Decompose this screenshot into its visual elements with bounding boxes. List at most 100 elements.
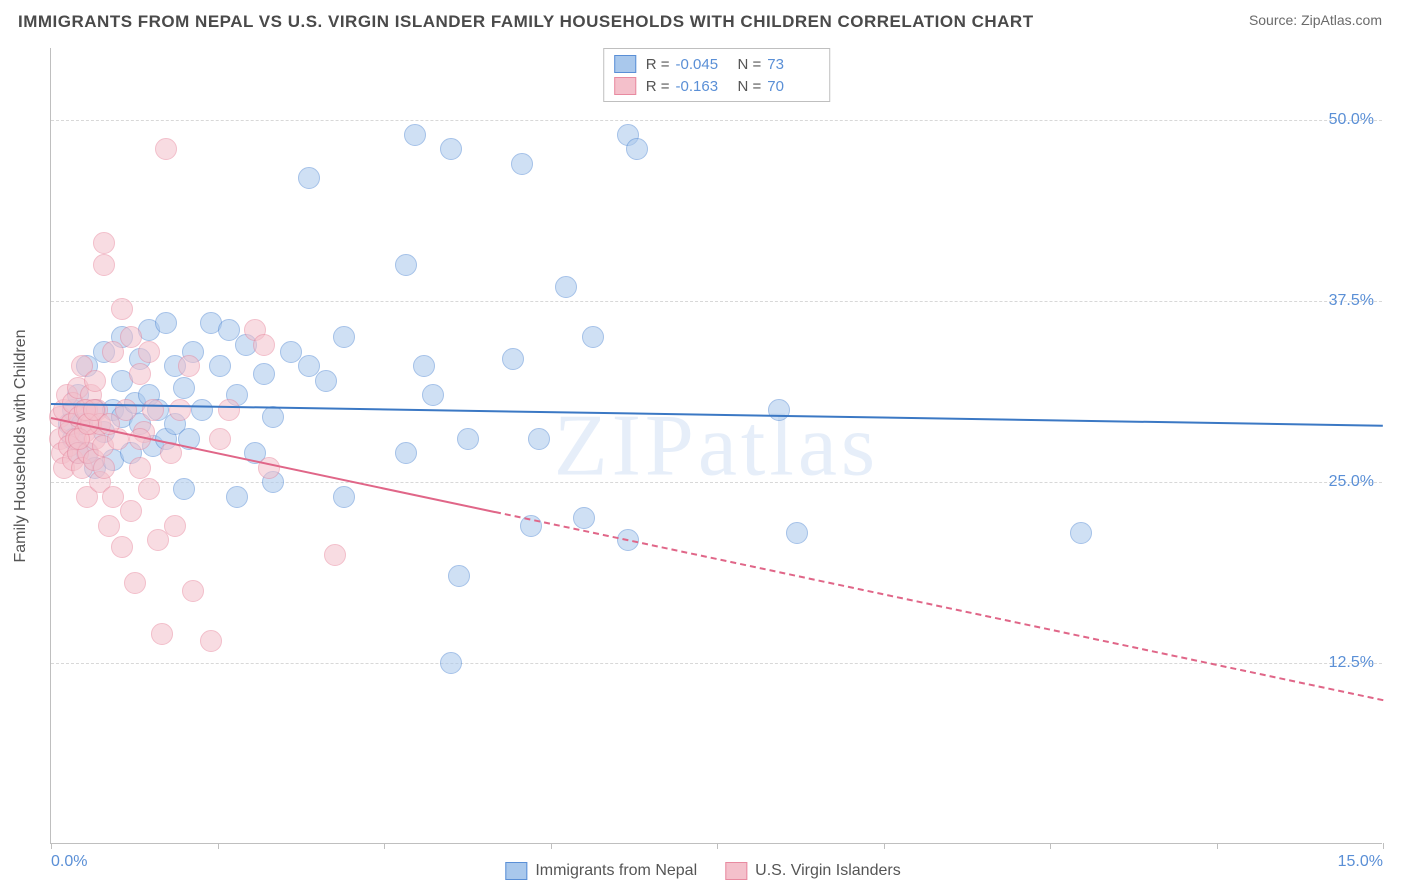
x-tick-mark: [551, 843, 552, 849]
gridline: [51, 120, 1382, 121]
scatter-point: [111, 298, 133, 320]
scatter-point: [142, 399, 164, 421]
scatter-point: [102, 341, 124, 363]
scatter-point: [253, 363, 275, 385]
scatter-point: [1070, 522, 1092, 544]
n-value: 73: [767, 56, 819, 73]
correlation-legend: R = -0.045 N = 73 R = -0.163 N = 70: [603, 48, 831, 102]
page-title: IMMIGRANTS FROM NEPAL VS U.S. VIRGIN ISL…: [18, 12, 1034, 32]
legend-swatch: [725, 862, 747, 880]
scatter-point: [333, 326, 355, 348]
trend-line: [495, 511, 1383, 701]
scatter-point: [129, 363, 151, 385]
scatter-point: [120, 500, 142, 522]
scatter-point: [395, 442, 417, 464]
x-tick-label: 15.0%: [1338, 853, 1383, 871]
scatter-point: [528, 428, 550, 450]
r-value: -0.045: [676, 56, 728, 73]
scatter-point: [422, 384, 444, 406]
legend-item: Immigrants from Nepal: [505, 862, 697, 880]
y-tick-label: 37.5%: [1329, 292, 1374, 310]
scatter-point: [155, 138, 177, 160]
legend-item: U.S. Virgin Islanders: [725, 862, 901, 880]
scatter-point: [395, 254, 417, 276]
gridline: [51, 301, 1382, 302]
x-tick-mark: [1050, 843, 1051, 849]
legend-stats-row: R = -0.163 N = 70: [614, 75, 820, 97]
scatter-point: [333, 486, 355, 508]
scatter-point: [147, 529, 169, 551]
scatter-point: [298, 167, 320, 189]
scatter-point: [404, 124, 426, 146]
scatter-point: [93, 232, 115, 254]
scatter-point: [786, 522, 808, 544]
scatter-point: [768, 399, 790, 421]
y-tick-label: 25.0%: [1329, 473, 1374, 491]
x-tick-mark: [218, 843, 219, 849]
scatter-point: [115, 399, 137, 421]
watermark: ZIPatlas: [554, 395, 879, 496]
x-tick-mark: [51, 843, 52, 849]
scatter-point: [173, 478, 195, 500]
n-value: 70: [767, 78, 819, 95]
y-tick-label: 50.0%: [1329, 111, 1374, 129]
scatter-point: [440, 138, 462, 160]
legend-label: U.S. Virgin Islanders: [755, 862, 901, 880]
scatter-point: [324, 544, 346, 566]
x-tick-mark: [717, 843, 718, 849]
series-legend: Immigrants from Nepal U.S. Virgin Islande…: [505, 862, 900, 880]
scatter-point: [93, 457, 115, 479]
gridline: [51, 663, 1382, 664]
r-value: -0.163: [676, 78, 728, 95]
scatter-point: [209, 428, 231, 450]
scatter-point: [626, 138, 648, 160]
legend-swatch: [505, 862, 527, 880]
scatter-point: [93, 254, 115, 276]
scatter-point: [262, 406, 284, 428]
scatter-point: [129, 457, 151, 479]
scatter-point: [164, 515, 186, 537]
scatter-point: [448, 565, 470, 587]
x-tick-mark: [1383, 843, 1384, 849]
scatter-point: [226, 486, 248, 508]
scatter-point: [573, 507, 595, 529]
scatter-point: [200, 630, 222, 652]
scatter-point: [191, 399, 213, 421]
y-tick-label: 12.5%: [1329, 654, 1374, 672]
scatter-point: [138, 341, 160, 363]
scatter-point: [555, 276, 577, 298]
n-label: N =: [738, 56, 762, 73]
scatter-point: [98, 515, 120, 537]
scatter-point: [218, 399, 240, 421]
scatter-point: [173, 377, 195, 399]
legend-swatch: [614, 55, 636, 73]
scatter-point: [511, 153, 533, 175]
legend-label: Immigrants from Nepal: [535, 862, 697, 880]
scatter-point: [84, 370, 106, 392]
scatter-point: [440, 652, 462, 674]
scatter-point: [315, 370, 337, 392]
legend-stats-row: R =-0.045N =73: [614, 53, 820, 75]
scatter-point: [582, 326, 604, 348]
scatter-point: [258, 457, 280, 479]
scatter-point: [151, 623, 173, 645]
x-tick-mark: [884, 843, 885, 849]
scatter-point: [502, 348, 524, 370]
scatter-point: [182, 580, 204, 602]
x-tick-label: 0.0%: [51, 853, 87, 871]
scatter-point: [155, 312, 177, 334]
n-label: N =: [738, 78, 762, 95]
trend-line: [51, 403, 1383, 427]
scatter-point: [413, 355, 435, 377]
scatter-point: [209, 355, 231, 377]
x-tick-mark: [384, 843, 385, 849]
scatter-point: [253, 334, 275, 356]
gridline: [51, 482, 1382, 483]
source-label: Source: ZipAtlas.com: [1249, 12, 1382, 28]
r-label: R =: [646, 78, 670, 95]
scatter-point: [178, 355, 200, 377]
scatter-point: [124, 572, 146, 594]
correlation-scatter-chart: Family Households with Children ZIPatlas…: [50, 48, 1382, 844]
scatter-point: [111, 536, 133, 558]
scatter-point: [169, 399, 191, 421]
